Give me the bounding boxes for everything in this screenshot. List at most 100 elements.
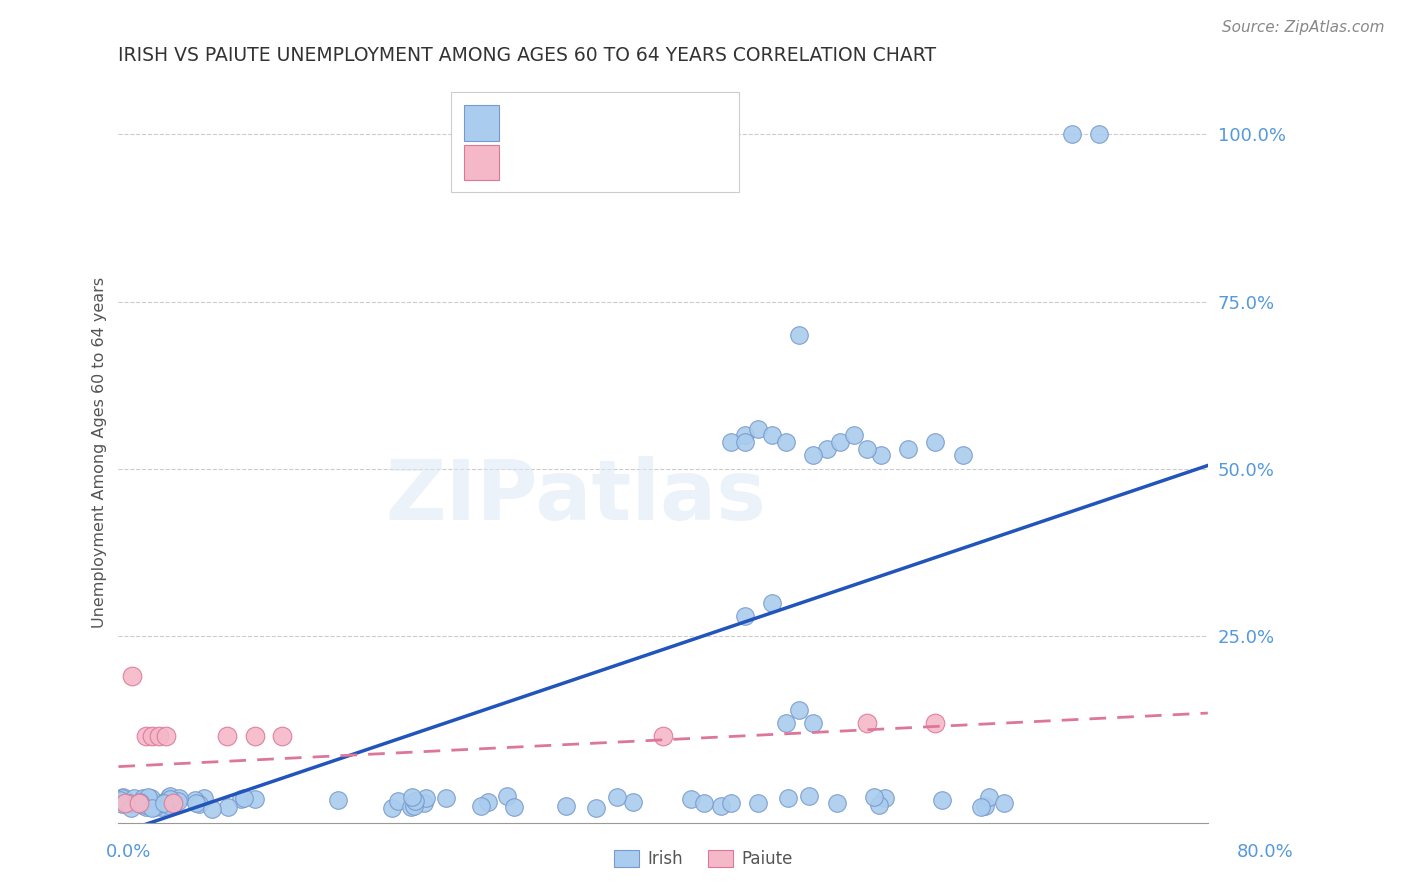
Point	[157, 789, 180, 804]
Point	[141, 791, 163, 805]
Point	[129, 796, 152, 810]
Point	[114, 797, 136, 811]
Point	[585, 801, 607, 815]
Y-axis label: Unemployment Among Ages 60 to 64 years: Unemployment Among Ages 60 to 64 years	[93, 277, 107, 628]
Text: 80.0%: 80.0%	[1237, 843, 1294, 861]
Point	[970, 799, 993, 814]
Point	[381, 801, 404, 815]
FancyBboxPatch shape	[464, 145, 499, 180]
Point	[328, 793, 350, 807]
Point	[150, 796, 173, 810]
Point	[503, 800, 526, 814]
Text: R = 0.612: R = 0.612	[512, 114, 595, 132]
Point	[132, 791, 155, 805]
Point	[193, 791, 215, 805]
Text: IRISH VS PAIUTE UNEMPLOYMENT AMONG AGES 60 TO 64 YEARS CORRELATION CHART: IRISH VS PAIUTE UNEMPLOYMENT AMONG AGES …	[118, 46, 936, 65]
Point	[693, 797, 716, 811]
Point	[270, 730, 292, 744]
Point	[399, 800, 422, 814]
Point	[815, 442, 838, 456]
Point	[470, 799, 492, 814]
Point	[993, 797, 1015, 811]
Point	[681, 792, 703, 806]
Point	[952, 449, 974, 463]
Point	[924, 435, 946, 450]
Text: 0.0%: 0.0%	[105, 843, 150, 861]
Point	[799, 789, 821, 803]
Point	[233, 790, 256, 805]
Point	[149, 800, 172, 814]
Point	[160, 792, 183, 806]
Text: ZIPatlas: ZIPatlas	[385, 456, 766, 537]
Point	[761, 428, 783, 442]
Point	[747, 797, 769, 811]
Point	[720, 435, 742, 450]
Point	[870, 449, 893, 463]
FancyBboxPatch shape	[464, 105, 499, 141]
Point	[775, 435, 797, 450]
Point	[856, 442, 879, 456]
Text: N = 96: N = 96	[613, 114, 675, 132]
Point	[477, 795, 499, 809]
Point	[217, 730, 239, 744]
Point	[924, 716, 946, 731]
Point	[122, 791, 145, 805]
Point	[120, 796, 142, 810]
Point	[146, 796, 169, 810]
Point	[776, 791, 799, 805]
Point	[734, 435, 756, 450]
Point	[787, 328, 810, 343]
Point	[720, 797, 742, 811]
Point	[159, 789, 181, 804]
Point	[167, 794, 190, 808]
Point	[1088, 127, 1111, 141]
Point	[162, 797, 184, 811]
FancyBboxPatch shape	[451, 92, 740, 192]
Point	[120, 801, 142, 815]
Point	[128, 796, 150, 810]
Point	[747, 422, 769, 436]
Point	[229, 792, 252, 806]
Point	[135, 797, 157, 812]
Point	[131, 797, 153, 812]
Point	[136, 795, 159, 809]
Point	[401, 790, 423, 805]
Point	[873, 791, 896, 805]
Text: R = 0.265: R = 0.265	[512, 153, 595, 171]
Point	[152, 796, 174, 810]
Point	[734, 609, 756, 624]
Point	[734, 428, 756, 442]
Point	[761, 596, 783, 610]
Point	[135, 800, 157, 814]
Point	[121, 669, 143, 683]
Point	[186, 796, 208, 810]
Point	[868, 798, 890, 813]
Point	[141, 730, 163, 744]
Point	[801, 716, 824, 731]
Point	[606, 789, 628, 804]
Point	[554, 798, 576, 813]
Point	[111, 791, 134, 805]
Point	[830, 435, 852, 450]
Point	[842, 428, 865, 442]
Point	[135, 730, 157, 744]
Point	[621, 795, 644, 809]
Point	[412, 796, 434, 810]
Point	[243, 730, 266, 744]
Point	[201, 802, 224, 816]
Point	[979, 790, 1001, 805]
Point	[184, 793, 207, 807]
Point	[897, 442, 920, 456]
Point	[652, 730, 675, 744]
Point	[169, 790, 191, 805]
Text: Source: ZipAtlas.com: Source: ZipAtlas.com	[1222, 20, 1385, 35]
Point	[245, 792, 267, 806]
Point	[825, 796, 848, 810]
Point	[404, 794, 426, 808]
Point	[434, 791, 457, 805]
Point	[122, 797, 145, 812]
Point	[415, 790, 437, 805]
Point	[787, 703, 810, 717]
Text: N = 14: N = 14	[613, 153, 675, 171]
Point	[1060, 127, 1083, 141]
